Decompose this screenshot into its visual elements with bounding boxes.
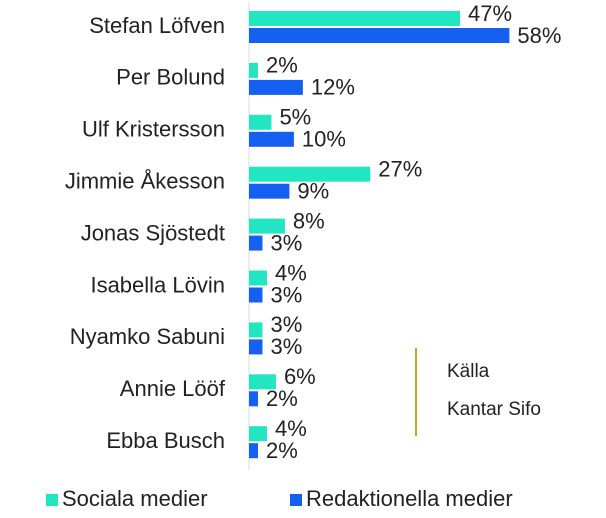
legend-swatch: [46, 494, 58, 506]
source-name: Kantar Sifo: [447, 399, 541, 420]
value-label: 4%: [275, 260, 307, 285]
value-label: 12%: [311, 75, 355, 100]
value-label: 3%: [270, 312, 302, 337]
category-label: Jonas Sjöstedt: [81, 220, 225, 245]
bar: [249, 443, 258, 459]
bar: [249, 166, 371, 182]
value-label: 47%: [468, 1, 512, 26]
bar: [249, 339, 263, 355]
value-label: 4%: [275, 416, 307, 441]
value-label: 2%: [266, 386, 298, 411]
category-label: Annie Lööf: [120, 376, 226, 401]
category-label: Ebba Busch: [106, 428, 225, 453]
bar: [249, 235, 263, 251]
bar: [249, 218, 285, 234]
bar: [249, 131, 294, 147]
value-label: 2%: [266, 53, 298, 78]
bar: [249, 322, 263, 338]
bar: [249, 374, 276, 390]
value-label: 3%: [270, 230, 302, 255]
legend-label: Sociala medier: [62, 486, 208, 511]
category-label: Ulf Kristersson: [82, 117, 225, 142]
bar: [249, 114, 272, 130]
legend-label: Redaktionella medier: [306, 486, 513, 511]
category-label: Per Bolund: [116, 65, 225, 90]
bar: [249, 391, 258, 407]
value-label: 2%: [266, 438, 298, 463]
source-label: Källa: [447, 361, 490, 382]
bar: [249, 183, 290, 199]
value-label: 9%: [297, 179, 329, 204]
bar: [249, 426, 267, 442]
category-label: Jimmie Åkesson: [65, 169, 225, 194]
category-label: Nyamko Sabuni: [70, 324, 225, 349]
value-label: 8%: [293, 208, 325, 233]
bar: [249, 270, 267, 286]
bar: [249, 28, 510, 43]
category-label: Stefan Löfven: [89, 13, 225, 38]
value-label: 10%: [302, 127, 346, 152]
value-label: 6%: [284, 364, 316, 389]
value-label: 27%: [378, 157, 422, 182]
value-label: 5%: [279, 105, 311, 130]
legend-swatch: [290, 494, 302, 506]
bar: [249, 11, 461, 26]
bar: [249, 79, 303, 95]
value-label: 3%: [270, 334, 302, 359]
category-label: Isabella Lövin: [90, 272, 225, 297]
value-label: 58%: [517, 23, 561, 48]
bar: [249, 287, 263, 303]
bar: [249, 62, 258, 78]
value-label: 3%: [270, 282, 302, 307]
